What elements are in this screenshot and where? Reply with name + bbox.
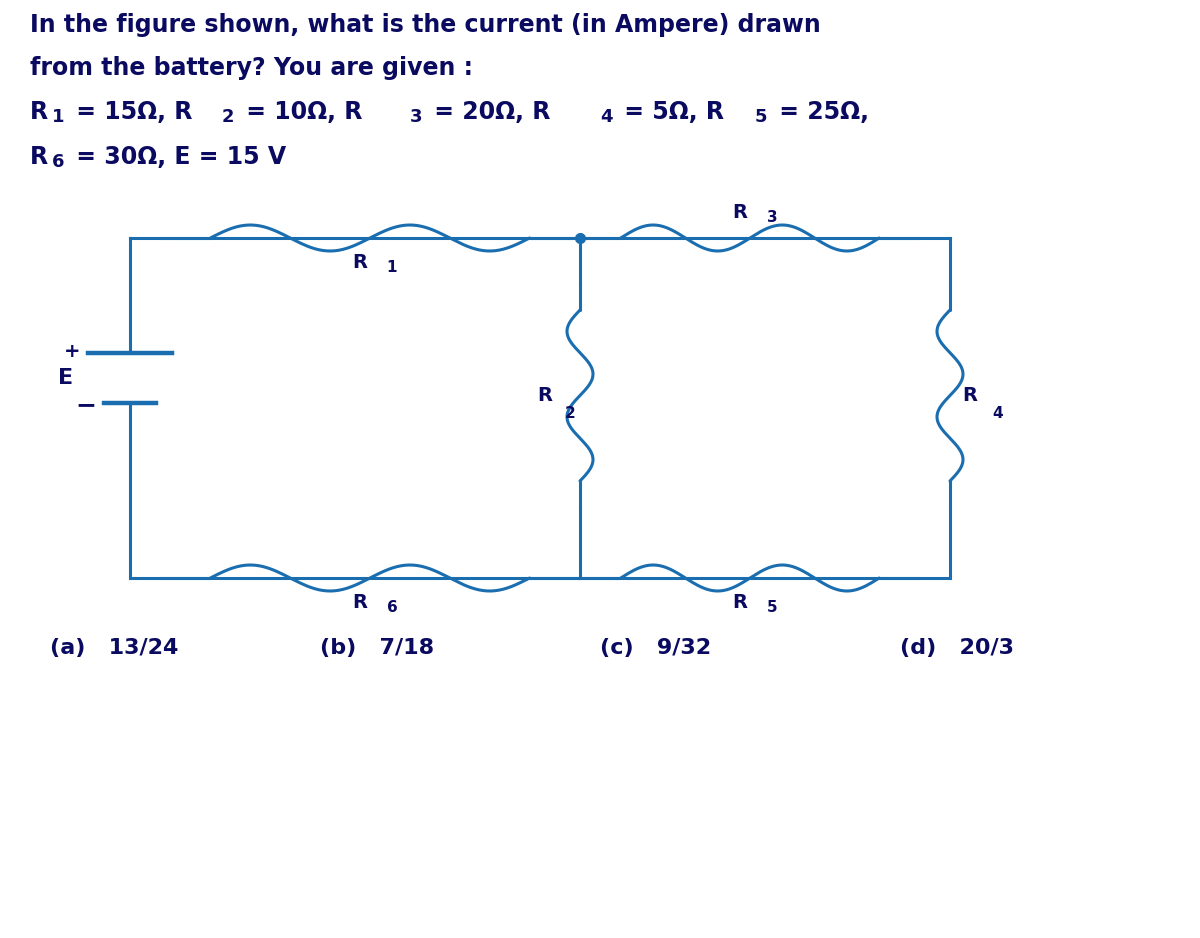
Text: +: +: [64, 341, 80, 360]
Text: from the battery? You are given :: from the battery? You are given :: [30, 56, 473, 80]
Text: (c)   9/32: (c) 9/32: [600, 638, 712, 658]
Text: 2: 2: [222, 108, 234, 126]
Text: = 15Ω, R: = 15Ω, R: [68, 100, 192, 124]
Text: (b)   7/18: (b) 7/18: [320, 638, 434, 658]
Text: 5: 5: [755, 108, 768, 126]
Text: −: −: [76, 393, 96, 417]
Text: R: R: [962, 386, 977, 405]
Text: R: R: [538, 386, 552, 405]
Text: = 5Ω, R: = 5Ω, R: [616, 100, 724, 124]
Text: 2: 2: [564, 406, 575, 421]
Text: 3: 3: [767, 210, 778, 225]
Text: 3: 3: [410, 108, 422, 126]
Text: 1: 1: [386, 260, 397, 275]
Text: = 20Ω, R: = 20Ω, R: [426, 100, 551, 124]
Text: R: R: [732, 593, 748, 612]
Text: In the figure shown, what is the current (in Ampere) drawn: In the figure shown, what is the current…: [30, 13, 821, 37]
Text: 6: 6: [386, 600, 397, 615]
Text: = 30Ω, E = 15 V: = 30Ω, E = 15 V: [68, 145, 286, 169]
Text: (a)   13/24: (a) 13/24: [50, 638, 179, 658]
Text: 5: 5: [767, 600, 778, 615]
Text: R: R: [353, 593, 367, 612]
Text: R: R: [30, 100, 48, 124]
Text: 4: 4: [600, 108, 612, 126]
Text: = 10Ω, R: = 10Ω, R: [238, 100, 362, 124]
Text: 4: 4: [992, 406, 1003, 421]
Text: R: R: [732, 203, 748, 222]
Text: E: E: [58, 368, 73, 388]
Text: (d)   20/3: (d) 20/3: [900, 638, 1014, 658]
Text: 6: 6: [52, 153, 65, 171]
Text: R: R: [353, 253, 367, 272]
Text: = 25Ω,: = 25Ω,: [772, 100, 869, 124]
Text: R: R: [30, 145, 48, 169]
Text: 1: 1: [52, 108, 65, 126]
